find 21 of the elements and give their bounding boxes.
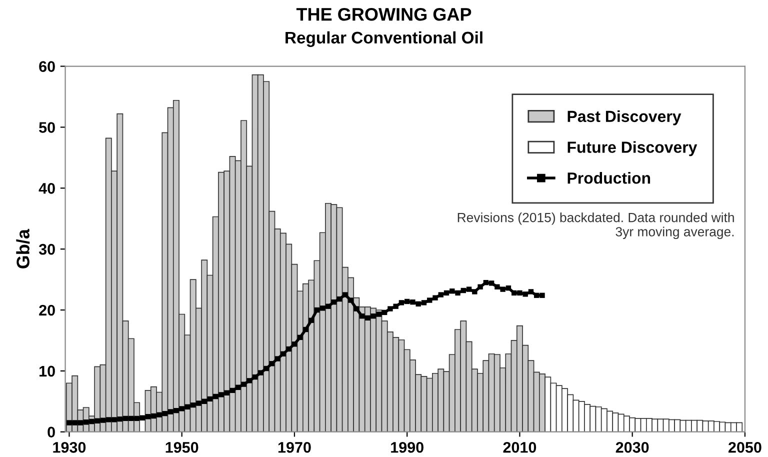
- y-tick-label: 30: [38, 244, 55, 255]
- y-tick-label: 60: [39, 61, 55, 72]
- legend-label: Future Discovery: [568, 141, 698, 156]
- x-tick-label: 2050: [728, 442, 762, 453]
- legend-label: Production: [568, 172, 650, 184]
- y-axis-title: Gb/a: [16, 228, 30, 268]
- x-tick-label: 1970: [278, 442, 311, 453]
- x-tick-label: 2010: [503, 442, 536, 453]
- chart-title: THE GROWING GAP: [296, 8, 472, 21]
- y-tick-label: 50: [39, 122, 55, 133]
- x-tick-label: 2030: [616, 442, 649, 453]
- y-tick-label: 40: [38, 183, 55, 194]
- legend-label: Past Discovery: [568, 110, 682, 126]
- y-tick-label: 10: [40, 366, 55, 377]
- x-tick-label: 1950: [166, 442, 198, 453]
- annotation: Revisions (2015) backdated. Data rounded with 3yr moving average.: [458, 212, 734, 240]
- y-tick-label: 0: [48, 426, 55, 438]
- x-tick-label: 1990: [391, 442, 424, 453]
- chart-subtitle: Regular Conventional Oil: [286, 31, 482, 47]
- x-tick-label: 1930: [53, 442, 86, 453]
- y-tick-label: 20: [39, 304, 55, 316]
